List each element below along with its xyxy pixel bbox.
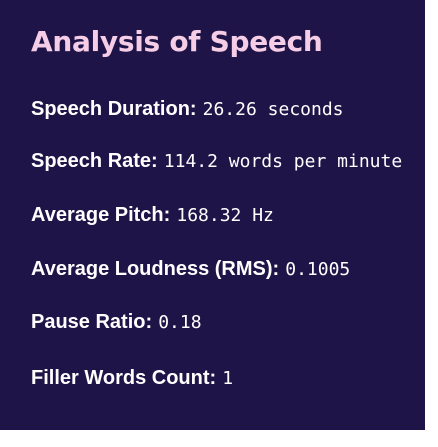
page-title: Analysis of Speech [31,25,323,58]
page-margin-bottom [0,430,438,447]
analysis-panel: Analysis of Speech Speech Duration: 26.2… [0,0,425,430]
metric-speech-duration: Speech Duration: 26.26 seconds [31,96,344,123]
metric-filler-words: Filler Words Count: 1 [31,365,233,392]
metric-speech-rate: Speech Rate: 114.2 words per minute [31,148,402,175]
metric-label: Average Loudness (RMS): [31,258,280,280]
metric-label: Filler Words Count: [31,367,217,389]
metric-value: 168.32 Hz [176,205,274,226]
metric-average-pitch: Average Pitch: 168.32 Hz [31,202,274,229]
metric-pause-ratio: Pause Ratio: 0.18 [31,309,202,336]
metric-label: Average Pitch: [31,204,171,226]
metric-value: 0.18 [158,312,202,333]
page-margin-right [425,0,438,447]
metric-label: Pause Ratio: [31,311,153,333]
metric-label: Speech Duration: [31,98,197,120]
metric-value: 1 [222,368,234,389]
metric-value: 26.26 seconds [202,99,344,120]
metric-value: 0.1005 [285,259,351,280]
metric-average-loudness: Average Loudness (RMS): 0.1005 [31,256,350,283]
metric-label: Speech Rate: [31,150,158,172]
metric-value: 114.2 words per minute [163,151,403,172]
